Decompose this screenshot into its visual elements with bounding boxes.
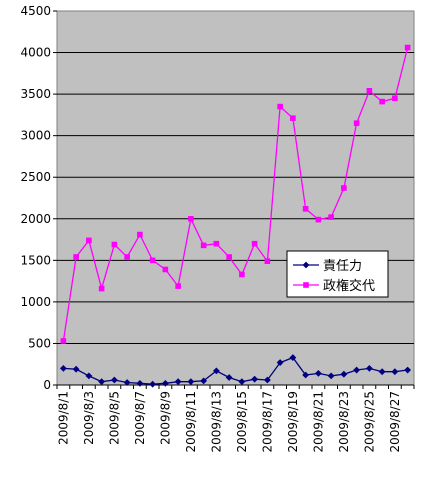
data-point	[378, 368, 386, 376]
data-point	[187, 378, 195, 386]
data-point	[327, 372, 335, 380]
data-point	[251, 240, 258, 247]
series-line-2	[62, 47, 409, 342]
data-point	[289, 354, 297, 361]
data-point	[111, 241, 118, 248]
x-tick-label: 2009/8/15	[235, 391, 249, 453]
x-tick-label: 2009/8/7	[133, 391, 147, 445]
data-point	[353, 120, 360, 126]
data-point	[200, 377, 208, 385]
data-point	[72, 365, 80, 373]
data-point	[366, 87, 373, 94]
y-tick-label: 0	[43, 378, 51, 392]
data-point	[175, 283, 181, 289]
y-tick-label: 2000	[20, 212, 51, 226]
data-point	[404, 366, 412, 374]
y-tick-label: 3500	[20, 87, 51, 101]
data-point	[98, 378, 106, 386]
data-point	[162, 266, 169, 273]
data-point	[239, 271, 245, 278]
x-tick-label: 2009/8/19	[286, 391, 300, 453]
x-tick-label: 2009/8/13	[209, 391, 223, 453]
data-point	[86, 237, 92, 244]
series-layer	[59, 44, 412, 388]
grid-lines	[57, 52, 414, 344]
data-point	[353, 366, 361, 374]
x-tick-label: 2009/8/23	[337, 391, 351, 453]
legend-marker-series-1	[302, 261, 310, 269]
data-point	[59, 364, 67, 372]
x-tick-label: 2009/8/3	[82, 391, 96, 445]
data-point	[251, 375, 259, 383]
data-point	[264, 258, 271, 264]
series-line-1	[63, 356, 408, 385]
y-tick-label: 1000	[20, 295, 51, 309]
plot-area	[56, 10, 415, 386]
data-point	[392, 95, 398, 102]
x-tick-label: 2009/8/21	[311, 391, 325, 453]
data-point	[213, 240, 220, 247]
legend-marker-series-2	[303, 282, 309, 288]
data-point	[174, 378, 182, 386]
y-tick-label: 500	[28, 336, 51, 350]
data-point	[238, 378, 246, 386]
legend: 責任力 政権交代	[286, 250, 389, 298]
y-tick-label: 2500	[20, 170, 51, 184]
x-tick-label: 2009/8/1	[56, 391, 70, 445]
x-tick-label: 2009/8/25	[362, 391, 376, 453]
data-point	[85, 372, 93, 380]
data-point	[365, 364, 373, 372]
x-tick-label: 2009/8/27	[388, 391, 402, 453]
data-point	[161, 379, 169, 387]
y-tick-label: 4500	[20, 4, 51, 18]
data-point	[60, 338, 67, 344]
x-tick-label: 2009/8/5	[107, 391, 121, 445]
x-axis-ticks: 2009/8/1 2009/8/3 2009/8/5 2009/8/7 2009/8/9…	[56, 384, 415, 453]
data-point	[124, 254, 130, 260]
y-axis-ticks: 0 500 1000 1500 2000 2500 3000 3500 4000 4500	[20, 4, 57, 392]
data-point	[379, 98, 385, 105]
data-point	[315, 216, 322, 223]
data-point	[149, 380, 157, 388]
data-point	[212, 367, 220, 375]
data-point	[340, 370, 348, 378]
data-point	[136, 379, 144, 387]
data-point	[404, 44, 411, 51]
data-point	[391, 368, 399, 376]
legend-label-series-1: 責任力	[323, 259, 362, 274]
data-point	[123, 379, 131, 386]
data-point	[302, 371, 310, 379]
x-tick-label: 2009/8/11	[184, 391, 198, 453]
x-tick-label: 2009/8/17	[260, 391, 274, 453]
data-point	[110, 376, 118, 384]
data-point	[73, 254, 79, 260]
y-tick-label: 4000	[20, 46, 51, 60]
data-point	[225, 374, 233, 381]
legend-label-series-2: 政権交代	[323, 278, 375, 294]
data-point	[341, 185, 347, 191]
data-point	[314, 369, 322, 377]
y-tick-label: 1500	[20, 253, 51, 267]
data-point	[276, 359, 284, 366]
data-point	[226, 254, 232, 260]
data-point	[290, 115, 296, 122]
data-point	[137, 231, 143, 238]
data-point	[98, 285, 105, 292]
x-tick-label: 2009/8/9	[158, 391, 172, 445]
data-point	[277, 103, 283, 110]
data-point	[263, 376, 271, 384]
data-point	[149, 257, 156, 264]
data-point	[328, 214, 334, 220]
data-point	[188, 215, 194, 222]
data-point	[200, 242, 207, 249]
data-point	[302, 206, 309, 212]
y-tick-label: 3000	[20, 129, 51, 143]
legend-box	[286, 250, 389, 298]
